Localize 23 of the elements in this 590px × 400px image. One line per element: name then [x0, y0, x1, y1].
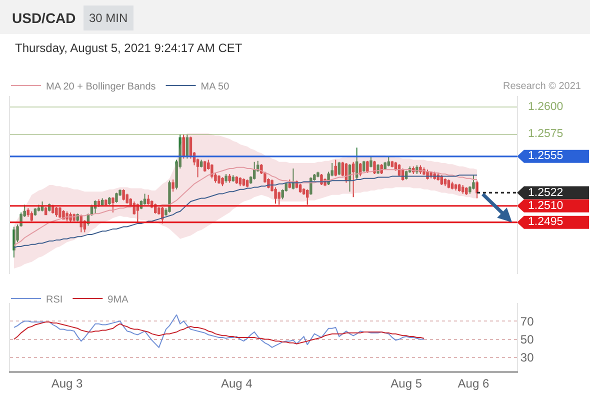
ref-line-label: 1.2600: [528, 101, 564, 113]
y-tick-label: 50: [520, 332, 534, 346]
legend-label: MA 20 + Bollinger Bands: [46, 81, 156, 92]
legend-label: 9MA: [108, 294, 129, 306]
chart-title: USD/CAD: [12, 10, 76, 26]
text: 30 MIN: [89, 11, 128, 25]
legend-label: RSI: [46, 294, 63, 306]
line-series: [14, 322, 424, 344]
ref-line-label: 1.2510: [528, 200, 564, 212]
y-tick-label: 70: [520, 314, 534, 328]
chart-subtitle: Thursday, August 5, 2021 9:24:17 AM CET: [15, 41, 243, 55]
x-tick-label: Aug 3: [51, 376, 84, 390]
ref-line-label: 1.2522: [528, 187, 564, 199]
x-tick-label: Aug 5: [390, 376, 422, 390]
text: Research © 2021: [503, 81, 582, 92]
y-tick-label: 30: [520, 350, 534, 365]
ref-line-label: 1.2575: [528, 128, 564, 140]
x-tick-label: Aug 4: [220, 376, 253, 390]
legend-label: MA 50: [200, 81, 230, 92]
line-series: [14, 314, 424, 348]
ref-line-label: 1.2495: [528, 216, 564, 228]
x-tick-label: Aug 6: [458, 376, 490, 390]
ref-line-label: 1.2555: [528, 150, 564, 162]
